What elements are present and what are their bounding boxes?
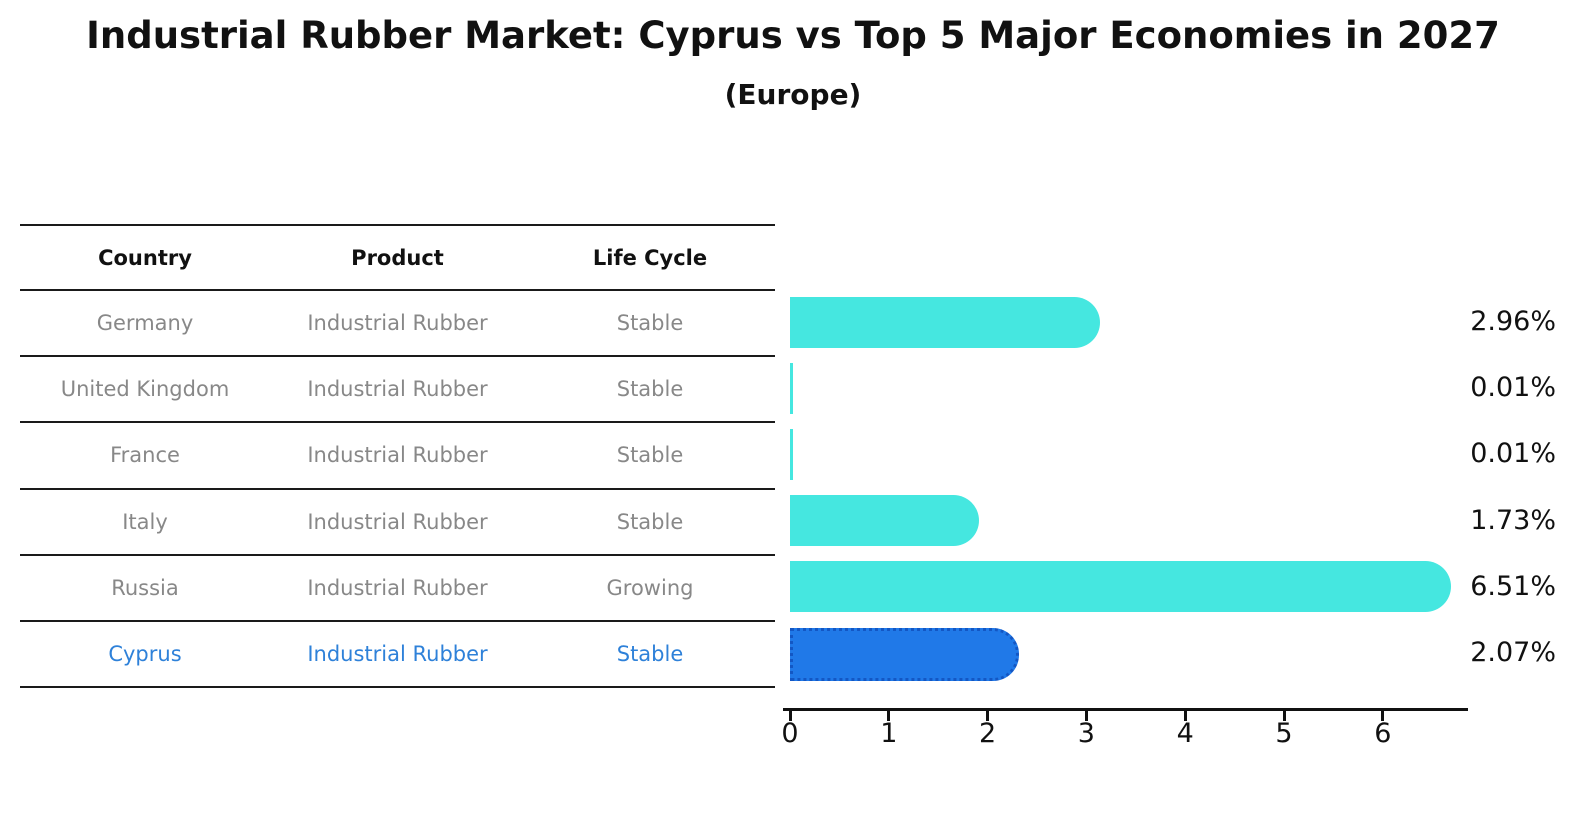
table-row: France Industrial Rubber Stable	[20, 423, 775, 490]
cell-country: France	[110, 443, 180, 468]
bar-germany	[790, 296, 1101, 348]
value-label-russia: 6.51%	[1470, 570, 1556, 602]
table-row: Italy Industrial Rubber Stable	[20, 490, 775, 556]
x-tick-mark	[1183, 711, 1187, 721]
x-axis-line	[783, 708, 1468, 711]
cell-product: Industrial Rubber	[307, 377, 488, 402]
cell-product: Industrial Rubber	[307, 642, 488, 667]
table-header-row: Country Product Life Cycle	[20, 224, 775, 291]
x-tick-label: 6	[1374, 718, 1392, 749]
cell-life-cycle: Stable	[616, 377, 684, 402]
x-tick-mark	[1381, 711, 1385, 721]
value-label-united-kingdom: 0.01%	[1470, 372, 1556, 404]
chart-title: Industrial Rubber Market: Cyprus vs Top …	[86, 14, 1500, 57]
cell-life-cycle: Stable	[616, 311, 684, 336]
cell-life-cycle: Growing	[606, 575, 694, 600]
bar-france	[790, 428, 793, 480]
cell-product: Industrial Rubber	[307, 443, 488, 468]
column-header-lifecycle: Life Cycle	[592, 245, 708, 270]
table-row: Germany Industrial Rubber Stable	[20, 291, 775, 358]
bar-cyprus	[790, 627, 1019, 681]
x-tick-mark	[887, 711, 891, 721]
value-label-cyprus: 2.07%	[1470, 637, 1556, 668]
bar-italy	[790, 495, 979, 547]
cell-life-cycle: Stable	[616, 642, 684, 667]
comparison-table: Country Product Life Cycle Germany Indust…	[20, 224, 775, 689]
table-row: United Kingdom Industrial Rubber Stable	[20, 357, 775, 424]
cell-country: Cyprus	[108, 642, 182, 667]
x-tick-mark	[986, 711, 990, 721]
cell-country: Italy	[122, 509, 168, 534]
bar-united-kingdom	[790, 362, 793, 414]
cell-life-cycle: Stable	[616, 443, 684, 468]
x-tick-label: 0	[781, 718, 799, 749]
column-header-product: Product	[351, 245, 444, 270]
x-tick-label: 5	[1275, 718, 1293, 749]
table-row: Russia Industrial Rubber Growing	[20, 556, 775, 622]
cell-product: Industrial Rubber	[307, 311, 488, 336]
bar-russia	[790, 561, 1452, 613]
value-label-france: 0.01%	[1470, 438, 1556, 470]
table-row: Cyprus Industrial Rubber Stable	[20, 622, 775, 689]
x-tick-mark	[1084, 711, 1088, 721]
column-header-country: Country	[98, 245, 192, 270]
chart-subtitle: (Europe)	[724, 78, 862, 111]
x-tick-label: 3	[1077, 718, 1095, 749]
cell-country: United Kingdom	[60, 377, 230, 402]
cell-product: Industrial Rubber	[307, 575, 488, 600]
x-tick-label: 1	[880, 718, 898, 749]
cell-country: Germany	[96, 311, 194, 336]
cell-life-cycle: Stable	[616, 509, 684, 534]
x-tick-label: 2	[979, 718, 997, 749]
cell-product: Industrial Rubber	[307, 509, 488, 534]
x-tick-label: 4	[1176, 718, 1194, 749]
table-body: Germany Industrial Rubber Stable United Kin…	[20, 291, 775, 689]
value-label-italy: 1.73%	[1470, 504, 1556, 536]
cell-country: Russia	[111, 575, 179, 600]
x-tick-mark	[788, 711, 792, 721]
value-label-germany: 2.96%	[1470, 306, 1556, 337]
x-tick-mark	[1282, 711, 1286, 721]
